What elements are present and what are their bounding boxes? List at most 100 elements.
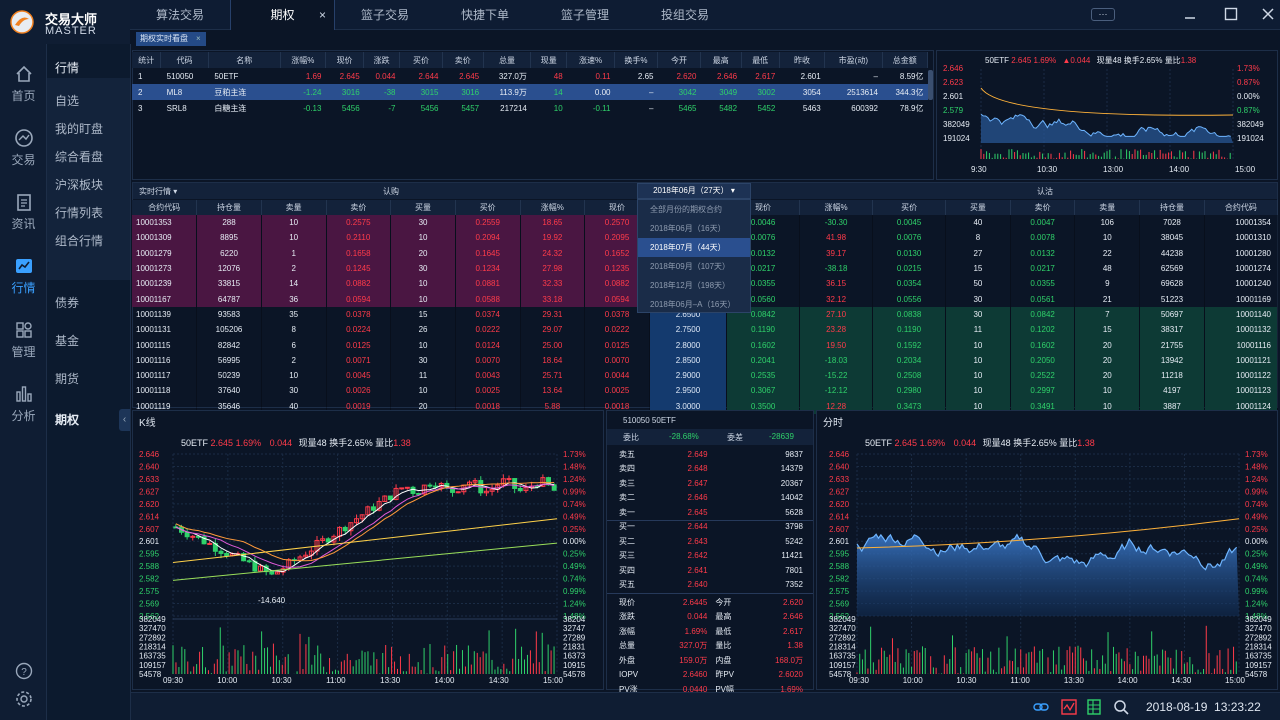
quote-row[interactable]: 3 SRL8 白糖主连 -0.13 5456 -7 5456 5457 217214 10 -0.1… xyxy=(132,100,928,116)
order-level-row[interactable]: 买三 2.642 11421 xyxy=(615,549,807,564)
option-col-header[interactable]: 涨幅% xyxy=(520,200,586,215)
month-option[interactable]: 全部月份的期权合约 xyxy=(650,205,722,214)
minimize-icon[interactable] xyxy=(1183,8,1197,22)
option-col-header[interactable]: 卖价 xyxy=(326,200,392,215)
rail-home[interactable]: 首页 xyxy=(0,58,47,116)
month-option[interactable]: 2018年12月（198天） xyxy=(650,281,731,290)
quote-scrollbar[interactable] xyxy=(928,70,933,100)
settings-icon[interactable] xyxy=(15,690,33,708)
tab-algo[interactable]: 算法交易 xyxy=(155,8,204,22)
quote-col-header[interactable]: 统计 xyxy=(132,52,162,68)
month-option[interactable]: 2018年09月（107天） xyxy=(650,262,731,271)
option-col-header[interactable]: 涨幅% xyxy=(799,200,874,215)
option-col-header[interactable]: 卖量 xyxy=(1074,200,1141,215)
rail-trade[interactable]: 交易 xyxy=(0,122,47,180)
option-col-header[interactable]: 买量 xyxy=(945,200,1011,215)
menu-item-overview[interactable]: 综合看盘 xyxy=(55,150,104,164)
quote-col-header[interactable]: 现价 xyxy=(325,52,365,68)
order-level-row[interactable]: 买四 2.641 7801 xyxy=(615,563,807,578)
option-row[interactable]: 10001115 82842 6 0.0125 10 0.0124 25.00 0.0125 2… xyxy=(132,337,1279,353)
close-window-icon[interactable] xyxy=(1261,7,1275,21)
rail-news[interactable]: 资讯 xyxy=(0,186,47,244)
option-col-header[interactable]: 合约代码 xyxy=(132,200,198,215)
tab-portfolio[interactable]: 投组交易 xyxy=(660,8,709,22)
quote-col-header[interactable]: 昨收 xyxy=(779,52,826,68)
order-level-row[interactable]: 卖四 2.648 14379 xyxy=(615,462,807,477)
option-row[interactable]: 10001116 56995 2 0.0071 30 0.0070 18.64 0.0070 2… xyxy=(132,352,1279,368)
month-option[interactable]: 2018年06月–A（16天） xyxy=(650,300,736,309)
option-col-header[interactable]: 买量 xyxy=(390,200,456,215)
order-level-row[interactable]: 卖二 2.646 14042 xyxy=(615,491,807,506)
view-select[interactable]: 实时行情 ▾ xyxy=(139,187,178,196)
quote-col-header[interactable]: 卖价 xyxy=(442,52,484,68)
rail-manage[interactable]: 管理 xyxy=(0,314,47,372)
order-level-row[interactable]: 买一 2.644 3798 xyxy=(615,520,807,535)
subtab-options-board[interactable]: 期权实时看盘 × xyxy=(136,32,206,46)
search-icon[interactable] xyxy=(1113,699,1129,715)
month-option[interactable]: 2018年06月（16天） xyxy=(650,224,726,233)
quote-col-header[interactable]: 总量 xyxy=(483,52,532,68)
menu-item-funds[interactable]: 基金 xyxy=(55,334,80,348)
tab-basket[interactable]: 篮子交易 xyxy=(360,8,409,22)
month-select[interactable]: 2018年06月（27天） ▾ xyxy=(637,183,751,199)
menu-item-sector[interactable]: 沪深板块 xyxy=(55,178,104,192)
quote-col-header[interactable]: 换手% xyxy=(614,52,658,68)
rail-analysis[interactable]: 分析 xyxy=(0,378,47,436)
option-col-header[interactable]: 卖价 xyxy=(1010,200,1076,215)
quote-col-header[interactable]: 涨速% xyxy=(566,52,615,68)
quote-col-header[interactable]: 涨幅% xyxy=(280,52,326,68)
option-cell: 50239 xyxy=(196,367,262,384)
quote-col-header[interactable]: 总金额 xyxy=(882,52,928,68)
option-col-header[interactable]: 合约代码 xyxy=(1204,200,1279,215)
order-level-row[interactable]: 卖三 2.647 20367 xyxy=(615,476,807,491)
quote-col-header[interactable]: 买价 xyxy=(399,52,443,68)
subtab-close-icon[interactable]: × xyxy=(196,34,201,43)
option-row[interactable]: 10001131 105206 8 0.0224 26 0.0222 29.07 0.0222… xyxy=(132,322,1279,338)
option-row[interactable]: 10001117 50239 10 0.0045 11 0.0043 25.71 0.0044… xyxy=(132,367,1279,384)
more-button[interactable]: ··· xyxy=(1091,8,1115,21)
quote-col-header[interactable]: 代码 xyxy=(160,52,209,68)
option-col-header[interactable]: 持仓量 xyxy=(1139,200,1205,215)
menu-item-watchlist[interactable]: 自选 xyxy=(55,94,80,108)
menu-item-combo[interactable]: 组合行情 xyxy=(55,234,104,248)
link-icon[interactable] xyxy=(1033,700,1049,714)
order-level-row[interactable]: 买五 2.640 7352 xyxy=(615,578,807,593)
quote-col-header[interactable]: 最低 xyxy=(741,52,780,68)
quote-col-header[interactable]: 涨跌 xyxy=(363,52,400,68)
option-col-header[interactable]: 买价 xyxy=(455,200,521,215)
menu-item-options[interactable]: 期权 xyxy=(55,413,80,427)
tab-options[interactable]: 期权 × xyxy=(230,0,335,30)
option-col-header[interactable]: 持仓量 xyxy=(196,200,262,215)
tab-basket-manage[interactable]: 篮子管理 xyxy=(560,8,609,22)
option-col-header[interactable]: 现价 xyxy=(584,200,650,215)
quote-col-header[interactable]: 今开 xyxy=(657,52,701,68)
order-cell: 3798 xyxy=(785,522,803,532)
maximize-icon[interactable] xyxy=(1224,7,1238,21)
collapse-menu-button[interactable]: ‹ xyxy=(119,409,130,431)
option-row[interactable]: 10001139 93583 35 0.0378 15 0.0374 29.31 0.0378… xyxy=(132,306,1279,323)
menu-item-mywatch[interactable]: 我的盯盘 xyxy=(55,122,104,136)
quote-col-header[interactable]: 名称 xyxy=(208,52,281,68)
menu-item-futures[interactable]: 期货 xyxy=(55,372,80,386)
order-level-row[interactable]: 卖一 2.645 5628 xyxy=(615,505,807,520)
close-icon[interactable]: × xyxy=(318,8,326,22)
quote-row[interactable]: 2 ML8 豆粕主连 -1.24 3016 -38 3015 3016 113.9万 14 0.00… xyxy=(132,84,928,100)
menu-item-list[interactable]: 行情列表 xyxy=(55,206,104,220)
month-option[interactable]: 2018年07月（44天） xyxy=(638,238,750,257)
spreadsheet-icon[interactable] xyxy=(1087,699,1101,715)
help-icon[interactable]: ? xyxy=(15,662,33,680)
option-row[interactable]: 10001118 37640 30 0.0026 10 0.0025 13.64 0.0025… xyxy=(132,383,1279,399)
option-col-header[interactable]: 买价 xyxy=(872,200,947,215)
quote-row[interactable]: 1 510050 50ETF 1.69 2.645 0.044 2.644 2.645 327.… xyxy=(132,68,928,84)
quote-col-header[interactable]: 最高 xyxy=(700,52,742,68)
quote-cell: 327.0万 xyxy=(498,71,527,81)
quote-col-header[interactable]: 市盈(动) xyxy=(824,52,883,68)
rail-market[interactable]: 行情 xyxy=(0,250,47,308)
quote-col-header[interactable]: 现量 xyxy=(530,52,568,68)
option-col-header[interactable]: 卖量 xyxy=(261,200,327,215)
order-level-row[interactable]: 买二 2.643 5242 xyxy=(615,534,807,549)
menu-item-bonds[interactable]: 债券 xyxy=(55,296,80,310)
tab-quick-order[interactable]: 快捷下单 xyxy=(460,8,509,22)
order-level-row[interactable]: 卖五 2.649 9837 xyxy=(615,447,807,462)
chart-alert-icon[interactable] xyxy=(1061,699,1077,715)
